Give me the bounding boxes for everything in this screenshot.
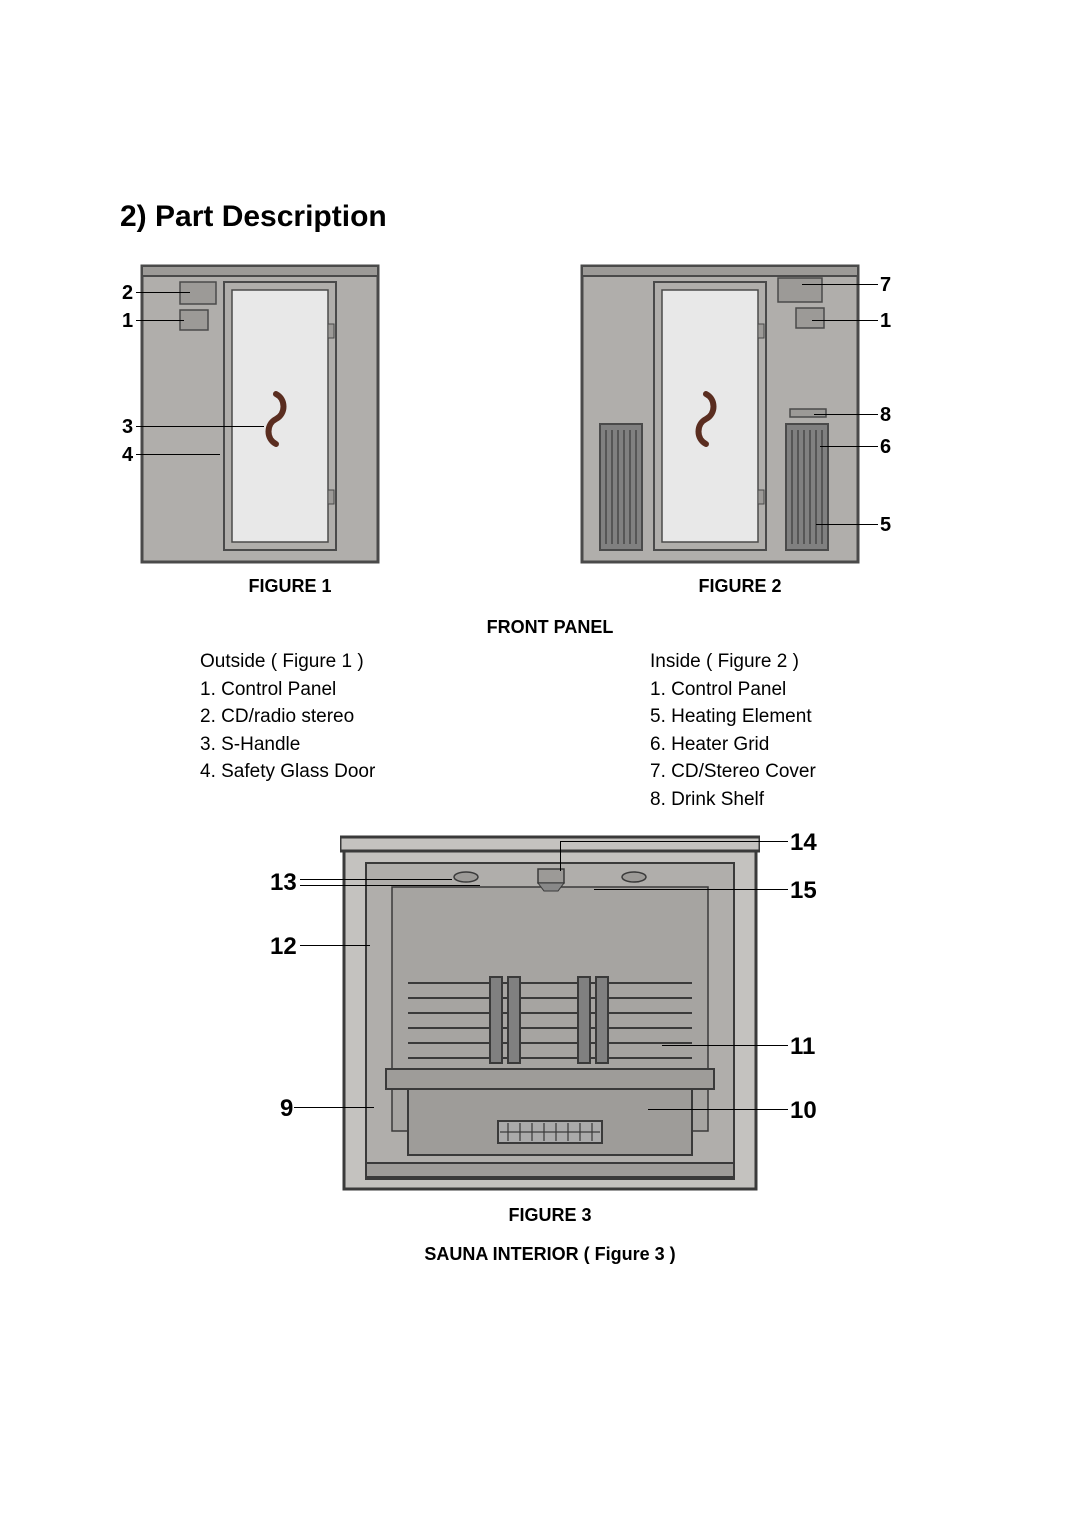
fig1-callout-4: 4 bbox=[122, 444, 133, 467]
fig3-callout-10: 10 bbox=[790, 1097, 817, 1125]
outside-item-2: 2. CD/radio stereo bbox=[200, 703, 450, 731]
outside-item-1: 1. Control Panel bbox=[200, 676, 450, 704]
front-panel-title: FRONT PANEL bbox=[120, 617, 980, 638]
fig1-callout-3: 3 bbox=[122, 416, 133, 439]
fig3-callout-12: 12 bbox=[270, 933, 297, 961]
fig3-callout-9: 9 bbox=[280, 1095, 293, 1123]
inside-title: Inside ( Figure 2 ) bbox=[650, 648, 900, 676]
fig2-callout-1: 1 bbox=[880, 310, 891, 333]
outside-item-4: 4. Safety Glass Door bbox=[200, 758, 450, 786]
inside-item-7: 7. CD/Stereo Cover bbox=[650, 758, 900, 786]
inside-item-1: 1. Control Panel bbox=[650, 676, 900, 704]
figure-2-wrap: 7 1 8 6 5 bbox=[580, 264, 900, 597]
fig2-callout-5: 5 bbox=[880, 514, 891, 537]
figure-1-diagram: 2 1 3 4 bbox=[140, 264, 440, 564]
fig2-callout-7: 7 bbox=[880, 274, 891, 297]
fig2-callout-6: 6 bbox=[880, 436, 891, 459]
fig3-callout-13: 13 bbox=[270, 869, 297, 897]
figure-1-wrap: 2 1 3 4 bbox=[140, 264, 440, 597]
outside-item-3: 3. S-Handle bbox=[200, 731, 450, 759]
outside-title: Outside ( Figure 1 ) bbox=[200, 648, 450, 676]
parts-columns: Outside ( Figure 1 ) 1. Control Panel 2.… bbox=[120, 648, 980, 813]
fig1-callout-2: 2 bbox=[122, 282, 133, 305]
fig3-subtitle: SAUNA INTERIOR ( Figure 3 ) bbox=[424, 1244, 675, 1265]
inside-item-8: 8. Drink Shelf bbox=[650, 786, 900, 814]
fig3-callout-11: 11 bbox=[790, 1033, 815, 1061]
fig3-callout-15: 15 bbox=[790, 877, 817, 905]
fig1-caption: FIGURE 1 bbox=[248, 576, 331, 597]
fig3-caption: FIGURE 3 bbox=[508, 1205, 591, 1226]
fig2-caption: FIGURE 2 bbox=[698, 576, 781, 597]
figure-3-diagram: 13 12 9 14 15 11 10 bbox=[270, 833, 830, 1193]
fig3-svg bbox=[340, 833, 760, 1193]
fig1-callout-1: 1 bbox=[122, 310, 133, 333]
fig3-callout-14: 14 bbox=[790, 829, 817, 857]
figure-2-diagram: 7 1 8 6 5 bbox=[580, 264, 900, 564]
outside-column: Outside ( Figure 1 ) 1. Control Panel 2.… bbox=[200, 648, 450, 813]
figure-row: 2 1 3 4 bbox=[140, 264, 980, 597]
fig1-svg bbox=[140, 264, 380, 564]
inside-item-6: 6. Heater Grid bbox=[650, 731, 900, 759]
inside-item-5: 5. Heating Element bbox=[650, 703, 900, 731]
section-heading: 2) Part Description bbox=[120, 200, 980, 234]
figure-3-wrap: 13 12 9 14 15 11 10 bbox=[120, 833, 980, 1265]
fig2-callout-8: 8 bbox=[880, 404, 891, 427]
inside-column: Inside ( Figure 2 ) 1. Control Panel 5. … bbox=[650, 648, 900, 813]
